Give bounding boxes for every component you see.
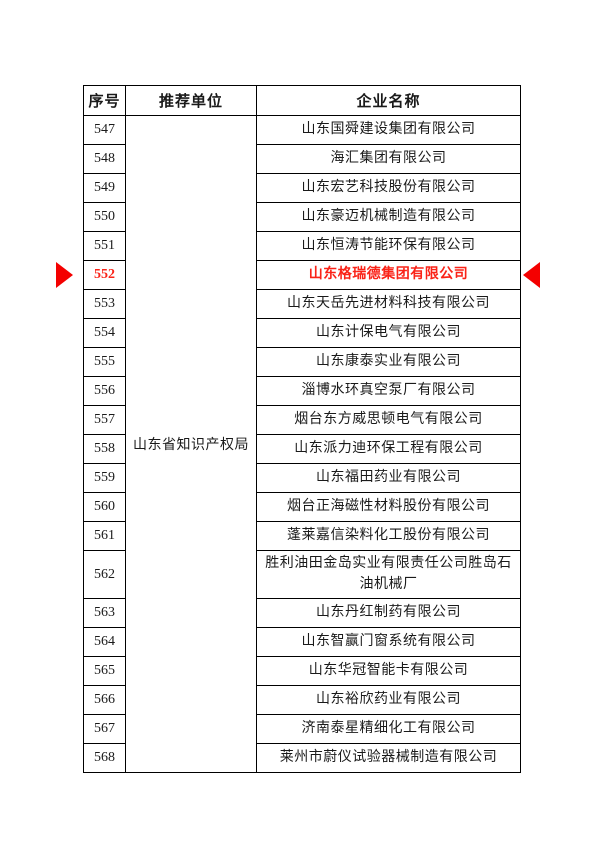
serial-number-cell: 565 <box>83 656 126 686</box>
table-row: 548 海汇集团有限公司 <box>83 144 521 174</box>
company-name-cell: 山东福田药业有限公司 <box>256 463 521 493</box>
serial-number-cell: 564 <box>83 627 126 657</box>
table-row: 550 山东豪迈机械制造有限公司 <box>83 202 521 232</box>
serial-number-cell: 551 <box>83 231 126 261</box>
serial-number-cell: 549 <box>83 173 126 203</box>
header-recommending-unit: 推荐单位 <box>125 85 257 116</box>
company-name-cell: 山东计保电气有限公司 <box>256 318 521 348</box>
table-row: 555 山东康泰实业有限公司 <box>83 347 521 377</box>
serial-number-cell: 568 <box>83 743 126 773</box>
highlight-left-arrow-icon <box>56 262 73 288</box>
company-name-cell: 山东智赢门窗系统有限公司 <box>256 627 521 657</box>
company-name-cell: 烟台东方威思顿电气有限公司 <box>256 405 521 435</box>
company-name-cell: 山东裕欣药业有限公司 <box>256 685 521 715</box>
serial-number-cell: 557 <box>83 405 126 435</box>
serial-number-cell: 552 <box>83 260 126 290</box>
company-name-cell: 淄博水环真空泵厂有限公司 <box>256 376 521 406</box>
serial-number-cell: 561 <box>83 521 126 551</box>
company-name-cell: 胜利油田金岛实业有限责任公司胜岛石油机械厂 <box>256 550 521 599</box>
serial-number-cell: 567 <box>83 714 126 744</box>
table-row: 562 胜利油田金岛实业有限责任公司胜岛石油机械厂 <box>83 550 521 599</box>
header-serial-number: 序号 <box>83 85 126 116</box>
table-row: 559 山东福田药业有限公司 <box>83 463 521 493</box>
table-row: 560 烟台正海磁性材料股份有限公司 <box>83 492 521 522</box>
company-name-cell: 山东国舜建设集团有限公司 <box>256 115 521 145</box>
serial-number-cell: 555 <box>83 347 126 377</box>
table-row: 567 济南泰星精细化工有限公司 <box>83 714 521 744</box>
table-row: 549 山东宏艺科技股份有限公司 <box>83 173 521 203</box>
serial-number-cell: 559 <box>83 463 126 493</box>
serial-number-cell: 547 <box>83 115 126 145</box>
serial-number-cell: 548 <box>83 144 126 174</box>
company-name-cell: 莱州市蔚仪试验器械制造有限公司 <box>256 743 521 773</box>
serial-number-cell: 554 <box>83 318 126 348</box>
company-name-cell: 蓬莱嘉信染料化工股份有限公司 <box>256 521 521 551</box>
header-company-name: 企业名称 <box>256 85 521 116</box>
table-row: 561 蓬莱嘉信染料化工股份有限公司 <box>83 521 521 551</box>
serial-number-cell: 563 <box>83 598 126 628</box>
company-name-cell: 山东宏艺科技股份有限公司 <box>256 173 521 203</box>
serial-number-cell: 553 <box>83 289 126 319</box>
table-row: 553 山东天岳先进材料科技有限公司 <box>83 289 521 319</box>
company-name-cell: 烟台正海磁性材料股份有限公司 <box>256 492 521 522</box>
serial-number-cell: 562 <box>83 550 126 599</box>
serial-number-cell: 556 <box>83 376 126 406</box>
company-name-cell: 山东派力迪环保工程有限公司 <box>256 434 521 464</box>
company-name-cell: 山东康泰实业有限公司 <box>256 347 521 377</box>
serial-number-cell: 560 <box>83 492 126 522</box>
table-row: 568 莱州市蔚仪试验器械制造有限公司 <box>83 743 521 773</box>
serial-number-cell: 550 <box>83 202 126 232</box>
company-name-cell: 山东豪迈机械制造有限公司 <box>256 202 521 232</box>
table-row: 563 山东丹红制药有限公司 <box>83 598 521 628</box>
serial-number-cell: 566 <box>83 685 126 715</box>
company-name-cell: 山东华冠智能卡有限公司 <box>256 656 521 686</box>
table-row: 557 烟台东方威思顿电气有限公司 <box>83 405 521 435</box>
company-name-cell: 山东天岳先进材料科技有限公司 <box>256 289 521 319</box>
table-row: 551 山东恒涛节能环保有限公司 <box>83 231 521 261</box>
table-header-row: 序号 推荐单位 企业名称 <box>83 85 521 116</box>
company-name-cell: 山东格瑞德集团有限公司 <box>256 260 521 290</box>
company-name-cell: 海汇集团有限公司 <box>256 144 521 174</box>
recommending-unit-cell: 山东省知识产权局 <box>125 115 257 773</box>
table-row: 547 山东省知识产权局 山东国舜建设集团有限公司 <box>83 115 521 773</box>
highlight-right-arrow-icon <box>523 262 540 288</box>
company-name-cell: 山东丹红制药有限公司 <box>256 598 521 628</box>
company-list-table: 序号 推荐单位 企业名称 547 山东省知识产权局 山东国舜建设集团有限公司 548 海… <box>83 85 521 773</box>
company-name-cell: 山东恒涛节能环保有限公司 <box>256 231 521 261</box>
table-row: 564 山东智赢门窗系统有限公司 <box>83 627 521 657</box>
serial-number-cell: 558 <box>83 434 126 464</box>
company-name-cell: 济南泰星精细化工有限公司 <box>256 714 521 744</box>
table-row: 565 山东华冠智能卡有限公司 <box>83 656 521 686</box>
table-row: 552 山东格瑞德集团有限公司 <box>83 260 521 290</box>
table-row: 554 山东计保电气有限公司 <box>83 318 521 348</box>
